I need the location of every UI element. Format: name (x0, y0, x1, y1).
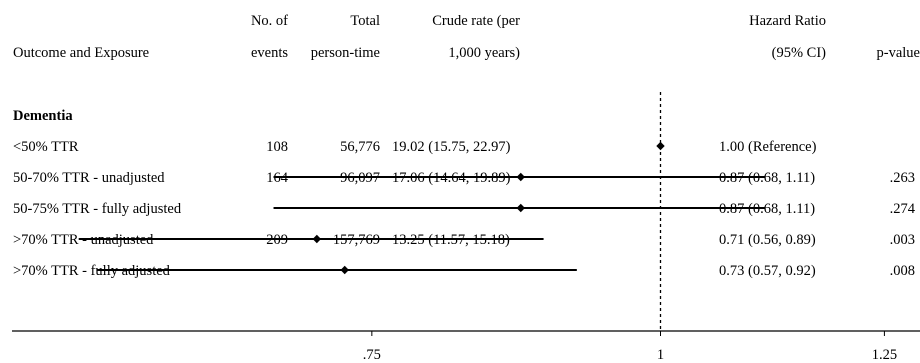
x-tick-label: 1.25 (872, 347, 897, 363)
header-hr-line2: (95% CI) (771, 45, 826, 61)
row-hr-text: 0.73 (0.57, 0.92) (719, 263, 816, 279)
row-crude-rate: 19.02 (15.75, 22.97) (392, 139, 511, 155)
row-label: >70% TTR - fully adjusted (13, 263, 170, 279)
hr-point (312, 234, 322, 244)
row-events: 108 (266, 139, 288, 155)
row-pvalue: .263 (889, 170, 915, 186)
header-crude-line2: 1,000 years) (448, 45, 520, 61)
row-hr-text: 0.71 (0.56, 0.89) (719, 232, 816, 248)
header-events-line1: No. of (250, 13, 288, 29)
header-crude-line1: Crude rate (per (432, 13, 520, 29)
header-events-line2: events (250, 45, 288, 61)
hr-point (340, 265, 349, 275)
x-tick-label: .75 (363, 347, 381, 363)
header-persontime-line2: person-time (310, 45, 380, 61)
header-pvalue: p-value (876, 45, 920, 61)
x-tick-label: 1 (657, 347, 664, 363)
header-outcome: Outcome and Exposure (13, 45, 150, 61)
row-pvalue: .003 (889, 232, 915, 248)
hr-point (516, 203, 525, 213)
row-pvalue: .274 (889, 201, 915, 217)
hr-point (516, 172, 525, 182)
row-pvalue: .008 (889, 263, 915, 279)
row-hr-text: 0.87 (0.68, 1.11) (719, 170, 816, 186)
row-label: 50-75% TTR - fully adjusted (13, 201, 182, 217)
header-hr-line1: Hazard Ratio (749, 13, 826, 29)
section-title: Dementia (13, 108, 73, 124)
row-label: <50% TTR (13, 139, 79, 155)
row-person-time: 56,776 (340, 139, 380, 155)
header-persontime-line1: Total (350, 13, 380, 29)
row-hr-text: 1.00 (Reference) (719, 139, 817, 155)
row-label: 50-70% TTR - unadjusted (13, 170, 165, 186)
hr-point (656, 141, 665, 151)
row-hr-text: 0.87 (0.68, 1.11) (719, 201, 816, 217)
